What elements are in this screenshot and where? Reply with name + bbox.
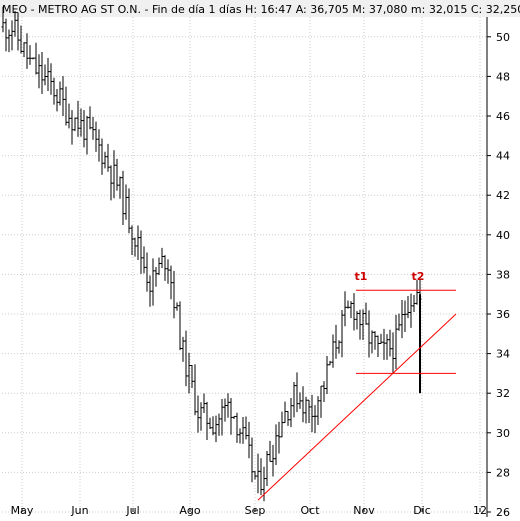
y-tick-label: 38 bbox=[496, 268, 510, 281]
price-bars bbox=[1, 6, 422, 502]
annotation-label: t2 bbox=[412, 270, 425, 283]
trendline-support bbox=[257, 313, 457, 501]
y-tick-label: 46 bbox=[496, 110, 510, 123]
annotation-labels: t1 t2 bbox=[355, 270, 425, 283]
y-tick-label: 44 bbox=[496, 150, 510, 163]
x-tick-label: Oct bbox=[300, 504, 320, 517]
y-tick-label: 28 bbox=[496, 466, 510, 479]
x-tick-label: Dic bbox=[413, 504, 431, 517]
header-bar bbox=[0, 0, 520, 17]
y-axis-ticks: 26 28 30 32 34 36 38 40 42 44 46 48 50 bbox=[487, 31, 510, 519]
annotation-label: t1 bbox=[355, 270, 368, 283]
x-axis-ticks: May Jun Jul Ago Sep Oct Nov Dic 12 bbox=[11, 504, 487, 517]
x-tick-label: 12 bbox=[473, 504, 487, 517]
y-tick-label: 42 bbox=[496, 189, 510, 202]
y-tick-label: 48 bbox=[496, 70, 510, 83]
y-tick-label: 36 bbox=[496, 308, 510, 321]
y-tick-label: 34 bbox=[496, 348, 510, 361]
y-tick-label: 26 bbox=[496, 506, 510, 517]
x-tick-label: Sep bbox=[245, 504, 266, 517]
x-tick-label: Jun bbox=[70, 504, 88, 517]
x-tick-label: May bbox=[11, 504, 34, 517]
y-tick-label: 32 bbox=[496, 387, 510, 400]
trend-lines bbox=[257, 289, 457, 501]
y-tick-label: 50 bbox=[496, 31, 510, 44]
chart-title: MEO - METRO AG ST O.N. - Fin de día 1 dí… bbox=[2, 3, 520, 16]
x-tick-label: Jul bbox=[125, 504, 139, 517]
y-tick-label: 30 bbox=[496, 427, 510, 440]
x-tick-label: Ago bbox=[179, 504, 201, 517]
x-tick-label: Nov bbox=[353, 504, 375, 517]
y-tick-label: 40 bbox=[496, 229, 510, 242]
